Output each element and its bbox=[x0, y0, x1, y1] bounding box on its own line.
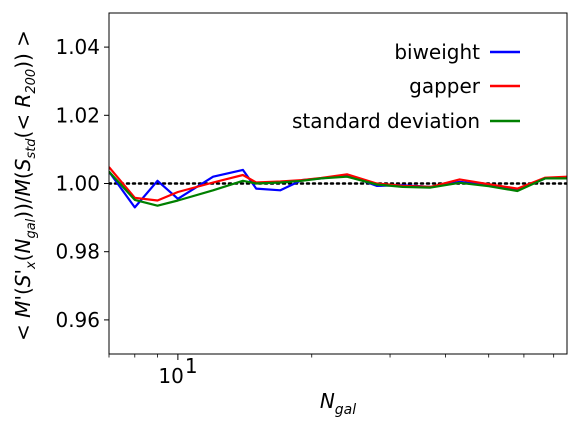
legend-label-standard-deviation: standard deviation bbox=[292, 109, 480, 133]
axes: 0.96 0.98 1.00 1.02 1.04 10 1 Ngal < M'(S'x(Ngal… bbox=[11, 12, 568, 418]
plot-area bbox=[109, 166, 567, 209]
x-tick-exponent: 1 bbox=[185, 354, 198, 378]
legend-label-biweight: biweight bbox=[394, 40, 480, 64]
y-tick-label: 1.00 bbox=[55, 172, 100, 196]
x-tick-label: 10 bbox=[158, 364, 183, 388]
x-axis-label: Ngal bbox=[320, 389, 356, 418]
legend-label-gapper: gapper bbox=[409, 74, 481, 98]
y-tick-label: 1.04 bbox=[55, 35, 100, 59]
y-tick-label: 0.98 bbox=[55, 240, 100, 264]
legend: biweight gapper standard deviation bbox=[292, 40, 520, 133]
y-tick-label: 0.96 bbox=[55, 308, 100, 332]
y-tick-label: 1.02 bbox=[55, 103, 100, 127]
series-line-standard-deviation bbox=[109, 170, 567, 207]
y-axis-label: < M'(S'x(Ngal))/M(Sstd(< R200)) > bbox=[11, 30, 39, 341]
